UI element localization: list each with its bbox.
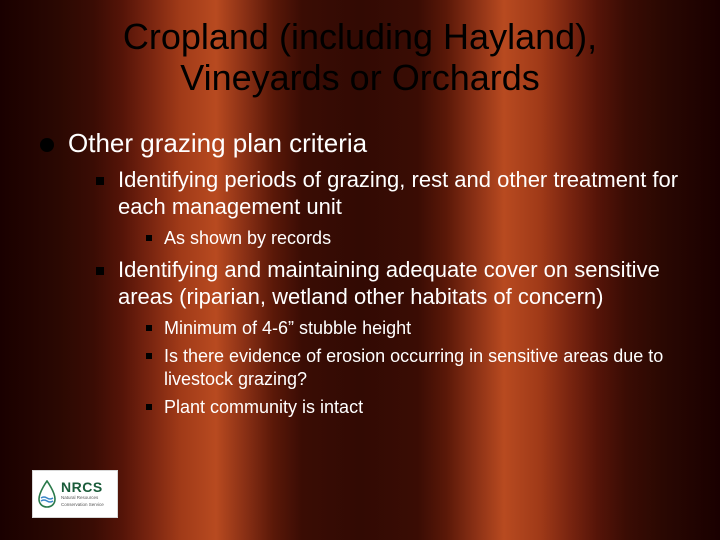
slide-title: Cropland (including Hayland), Vineyards … xyxy=(0,16,720,99)
bullet-text: Identifying and maintaining adequate cov… xyxy=(118,257,660,309)
bullet-list-level-1: Other grazing plan criteria Identifying … xyxy=(40,128,680,419)
list-item: Minimum of 4-6” stubble height xyxy=(146,317,680,340)
list-item: Identifying and maintaining adequate cov… xyxy=(96,257,680,419)
bullet-text: Plant community is intact xyxy=(164,397,363,417)
list-item: Identifying periods of grazing, rest and… xyxy=(96,167,680,249)
title-line-1: Cropland (including Hayland), xyxy=(123,16,597,57)
title-line-2: Vineyards or Orchards xyxy=(180,57,540,98)
bullet-text: Identifying periods of grazing, rest and… xyxy=(118,167,678,219)
logo-text: NRCS Natural Resources Conservation Serv… xyxy=(61,480,104,508)
slide: Cropland (including Hayland), Vineyards … xyxy=(0,0,720,540)
bullet-list-level-3: As shown by records xyxy=(118,227,680,250)
bullet-text: As shown by records xyxy=(164,228,331,248)
water-drop-icon xyxy=(37,480,57,508)
bullet-text: Other grazing plan criteria xyxy=(68,128,367,158)
logo-acronym: NRCS xyxy=(61,480,104,494)
list-item: Is there evidence of erosion occurring i… xyxy=(146,345,680,390)
nrcs-logo: NRCS Natural Resources Conservation Serv… xyxy=(32,470,118,518)
logo-subtitle-1: Natural Resources xyxy=(61,496,104,501)
bullet-text: Is there evidence of erosion occurring i… xyxy=(164,346,663,389)
list-item: Other grazing plan criteria Identifying … xyxy=(40,128,680,419)
bullet-list-level-2: Identifying periods of grazing, rest and… xyxy=(68,167,680,419)
slide-body: Other grazing plan criteria Identifying … xyxy=(40,128,680,425)
list-item: As shown by records xyxy=(146,227,680,250)
logo-subtitle-2: Conservation Service xyxy=(61,503,104,508)
bullet-list-level-3: Minimum of 4-6” stubble height Is there … xyxy=(118,317,680,419)
bullet-text: Minimum of 4-6” stubble height xyxy=(164,318,411,338)
list-item: Plant community is intact xyxy=(146,396,680,419)
